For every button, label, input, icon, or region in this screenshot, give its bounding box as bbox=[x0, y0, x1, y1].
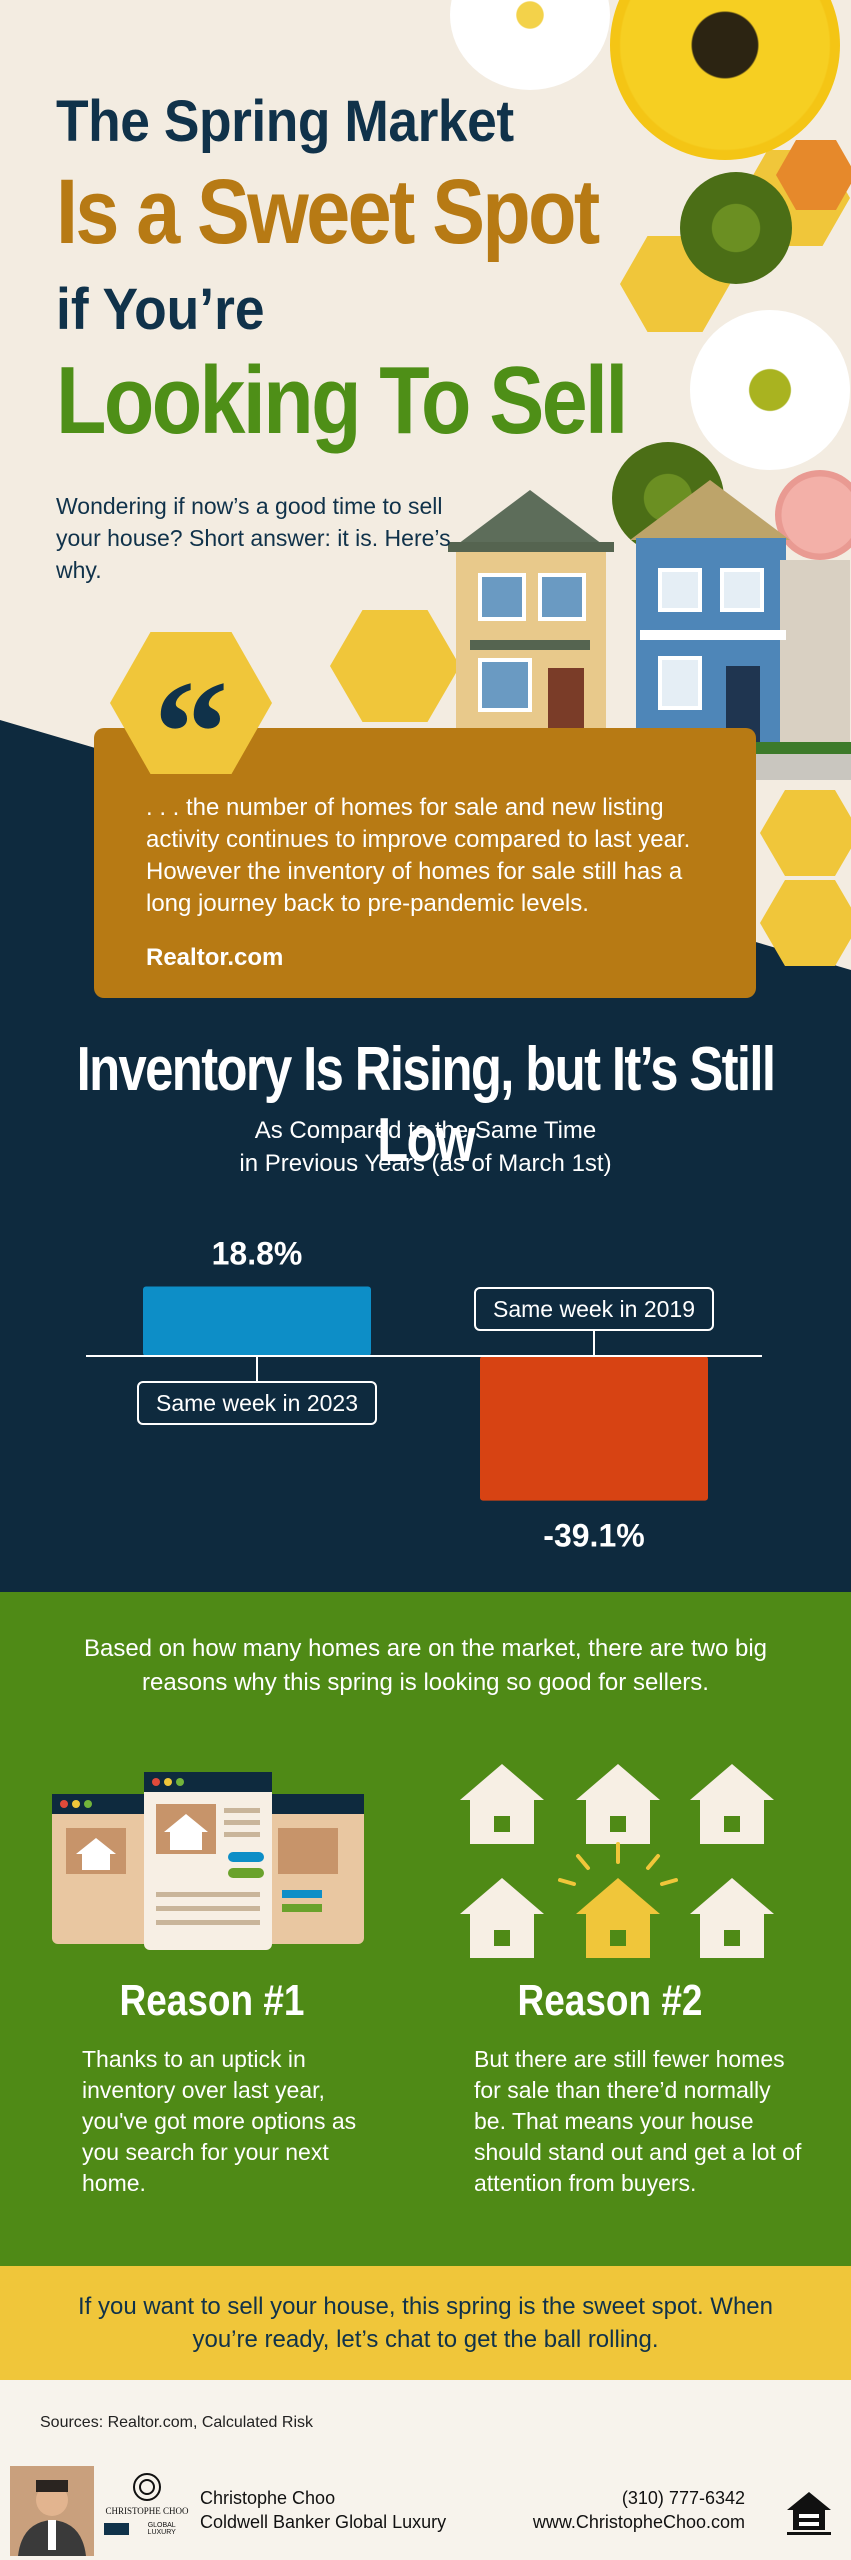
inventory-title: Inventory Is Rising, but It’s Still Low bbox=[76, 1035, 776, 1175]
inventory-subtitle: As Compared to the Same Time in Previous… bbox=[0, 1114, 851, 1180]
reasons-section: Based on how many homes are on the marke… bbox=[0, 1592, 851, 2266]
equal-housing-opportunity-icon bbox=[787, 2492, 831, 2535]
pink-flower-image bbox=[775, 470, 851, 560]
category-label-2: Same week in 2019 bbox=[493, 1296, 695, 1322]
bar-value-label-2: -39.1% bbox=[543, 1518, 644, 1554]
phone-number[interactable]: (310) 777-6342 bbox=[621, 2488, 745, 2508]
category-box-1 bbox=[137, 1381, 377, 1425]
website-link[interactable]: www.ChristopheChoo.com bbox=[532, 2512, 745, 2532]
title-line-1: The Spring Market bbox=[56, 89, 514, 154]
title-line-2: Is a Sweet Spot bbox=[56, 161, 600, 263]
agent-info: Christophe Choo Coldwell Banker Global L… bbox=[200, 2486, 446, 2534]
bar-2 bbox=[480, 1356, 708, 1501]
title-line-4: Looking To Sell bbox=[56, 347, 628, 454]
cta-banner: If you want to sell your house, this spr… bbox=[0, 2266, 851, 2380]
inventory-section: Inventory Is Rising, but It’s Still Low … bbox=[0, 1000, 851, 1592]
cc-monogram-icon bbox=[133, 2473, 161, 2501]
reason-1-title: Reason #1 bbox=[119, 1976, 305, 2025]
bar-1 bbox=[143, 1286, 371, 1356]
intro-text: Wondering if now’s a good time to sell y… bbox=[56, 493, 451, 583]
quote-text: . . . the number of homes for sale and n… bbox=[146, 794, 691, 917]
reasons-intro: Based on how many homes are on the marke… bbox=[83, 1635, 768, 1696]
houses-image bbox=[440, 480, 851, 780]
inventory-subtitle-line-2: in Previous Years (as of March 1st) bbox=[239, 1150, 612, 1177]
brokerage-logo: CHRISTOPHE CHOO GLOBAL LUXURY bbox=[104, 2472, 190, 2554]
inventory-subtitle-line-1: As Compared to the Same Time bbox=[254, 1117, 597, 1144]
quote-mark-icon: “ bbox=[153, 650, 229, 816]
inventory-bar-chart: 18.8% Same week in 2023 -39.1% Same week in… bbox=[86, 1235, 762, 1554]
logo-sub: GLOBAL LUXURY bbox=[147, 2522, 176, 2536]
agent-name: Christophe Choo bbox=[200, 2488, 336, 2508]
green-chrysanthemum-image bbox=[680, 172, 792, 284]
honeycomb-hex bbox=[330, 610, 460, 722]
listings-browser-icon bbox=[52, 1772, 364, 1950]
quote-hexagon: “ bbox=[110, 632, 272, 774]
reason-2-title: Reason #2 bbox=[517, 1976, 703, 2025]
sources-text: Sources: Realtor.com, Calculated Risk bbox=[40, 2414, 313, 2431]
cta-text: If you want to sell your house, this spr… bbox=[77, 2293, 773, 2353]
logo-name: CHRISTOPHE CHOO bbox=[105, 2506, 189, 2516]
category-box-2 bbox=[474, 1287, 714, 1331]
sunflower-image bbox=[610, 0, 840, 160]
white-daisy-image bbox=[690, 310, 850, 470]
honeycomb-hex bbox=[760, 790, 851, 876]
bar-value-label-1: 18.8% bbox=[212, 1235, 303, 1271]
brokerage-name: Coldwell Banker Global Luxury bbox=[200, 2512, 447, 2532]
hero-section: The Spring Market Is a Sweet Spot if You… bbox=[0, 0, 851, 1000]
reason-1-text: Thanks to an uptick in inventory over la… bbox=[82, 2046, 357, 2196]
quote-source: Realtor.com bbox=[146, 944, 284, 971]
reason-2-text: But there are still fewer homes for sale… bbox=[474, 2046, 802, 2196]
category-label-1: Same week in 2023 bbox=[156, 1390, 358, 1416]
agent-photo bbox=[10, 2466, 94, 2556]
contact-info: (310) 777-6342 www.ChristopheChoo.com bbox=[533, 2486, 745, 2534]
white-daisy-image bbox=[450, 0, 610, 90]
title-line-3: if You’re bbox=[56, 277, 265, 342]
footer: Sources: Realtor.com, Calculated Risk CH… bbox=[0, 2380, 851, 2560]
standout-house-icon bbox=[460, 1764, 774, 1958]
